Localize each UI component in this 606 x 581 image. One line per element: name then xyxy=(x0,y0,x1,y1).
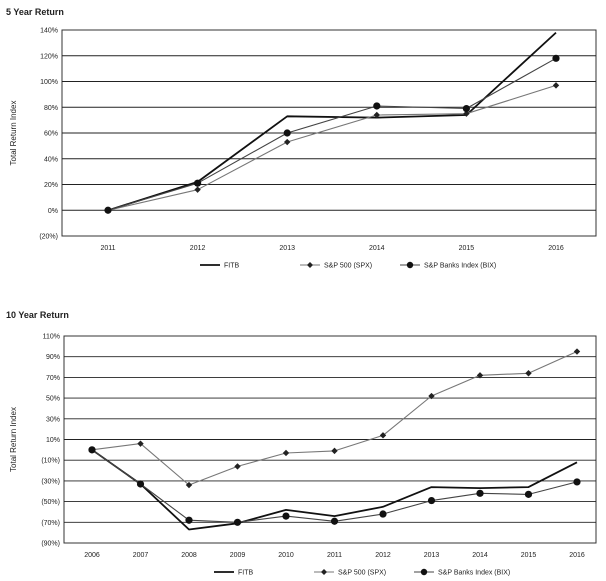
c2-y-axis-label: Total Return Index xyxy=(9,407,18,472)
c1-series-s-p-500-spx-point xyxy=(552,82,560,89)
c1-x-tick-label: 2015 xyxy=(459,245,475,252)
c1-title: 5 Year Return xyxy=(6,7,64,17)
c2-y-tick-label: (90%) xyxy=(41,541,60,548)
c2-series-s-p-banks-index-bix-line xyxy=(91,449,578,523)
c2-series-s-p-500-spx-point xyxy=(379,432,387,439)
c1-series-s-p-banks-index-bix-point xyxy=(194,179,202,187)
c1-x-tick-label: 2012 xyxy=(190,245,206,252)
c2-y-tick-label: (30%) xyxy=(41,478,60,485)
c2-series-s-p-500-spx-line xyxy=(91,350,578,486)
c1-x-tick-label: 2011 xyxy=(100,245,115,252)
c2-y-tick-label: (50%) xyxy=(41,499,60,506)
c1-x-tick-label: 2014 xyxy=(369,245,385,252)
c2-series-s-p-banks-index-bix-point xyxy=(88,446,96,454)
c2-series-s-p-500-spx-point xyxy=(282,449,290,457)
c2-series-s-p-banks-index-bix-point xyxy=(282,512,290,520)
c2-series-s-p-500-spx-point xyxy=(234,463,241,470)
c2-series-s-p-banks-index-bix-point xyxy=(476,489,484,497)
c1-legend-label: S&P 500 (SPX) xyxy=(324,263,372,270)
c1-legend-marker xyxy=(406,261,414,269)
c1-series-s-p-banks-index-bix-point xyxy=(104,206,112,214)
c1-y-tick-label: 100% xyxy=(40,79,58,86)
c1-y-tick-label: 20% xyxy=(44,182,58,189)
c2-series-s-p-banks-index-bix-point xyxy=(427,496,436,505)
c2-legend-label: S&P 500 (SPX) xyxy=(338,570,386,577)
c1-y-tick-label: 140% xyxy=(40,28,58,35)
c2-series-s-p-500-spx-point xyxy=(525,370,532,377)
c2-series-s-p-500-spx-point xyxy=(573,348,581,355)
c1-series-s-p-500-spx-point xyxy=(463,110,470,117)
c2-series-s-p-banks-index-bix-point xyxy=(185,516,193,524)
c1-series-s-p-banks-index-bix-point xyxy=(552,54,560,62)
c2-series-s-p-500-spx-point xyxy=(331,447,338,455)
c1-y-tick-label: (20%) xyxy=(39,234,58,241)
c2-x-tick-label: 2016 xyxy=(569,552,585,559)
c2-series-s-p-500-spx-point xyxy=(185,481,193,489)
chart-5-year-return: 5 Year Return (20%) 0% 20% 40% 60% 80% 100% 120%… xyxy=(6,7,597,270)
c2-y-tick-label: 90% xyxy=(46,354,60,361)
c2-legend-label: S&P Banks Index (BIX) xyxy=(438,570,510,577)
c2-series-fitb-line xyxy=(91,449,578,531)
c1-legend-marker xyxy=(307,262,313,268)
c1-y-tick-label: 60% xyxy=(44,131,58,138)
c1-series-fitb-line xyxy=(107,31,557,212)
c1-series-s-p-500-spx-point xyxy=(194,186,201,193)
c1-series-s-p-banks-index-bix-point xyxy=(462,104,470,113)
c2-x-tick-label: 2008 xyxy=(181,552,197,559)
c1-series-s-p-banks-index-bix-point xyxy=(283,129,291,137)
c2-series-s-p-banks-index-bix-point xyxy=(573,478,581,486)
c2-x-tick-label: 2011 xyxy=(327,552,342,559)
c1-y-tick-label: 120% xyxy=(40,53,58,60)
c2-y-tick-label: 110% xyxy=(43,334,60,341)
c1-y-axis-label: Total Return Index xyxy=(9,101,18,166)
c1-series-s-p-banks-index-bix-line xyxy=(107,57,557,211)
c1-y-tick-label: 40% xyxy=(44,156,58,163)
c1-x-tick-label: 2013 xyxy=(279,245,295,252)
c2-series-s-p-banks-index-bix-point xyxy=(524,490,533,498)
c2-x-tick-label: 2009 xyxy=(230,552,246,559)
c2-x-tick-label: 2010 xyxy=(278,552,294,559)
c2-y-tick-label: (70%) xyxy=(41,520,60,527)
c2-y-tick-label: 30% xyxy=(46,416,60,423)
chart-10-year-return: 10 Year Return (90%) (70%) (50%) (30%) (10%) 1… xyxy=(6,310,597,577)
c1-series-s-p-500-spx-point xyxy=(284,138,291,146)
c2-x-tick-label: 2014 xyxy=(472,552,488,559)
c1-series-s-p-500-spx-line xyxy=(107,84,557,211)
c1-legend-label: FITB xyxy=(224,263,239,270)
c2-series-s-p-500-spx-point xyxy=(137,440,144,447)
c2-legend-label: FITB xyxy=(238,570,253,577)
c2-x-tick-label: 2006 xyxy=(84,552,100,559)
c2-y-tick-label: 50% xyxy=(46,396,60,403)
c1-x-tick-label: 2016 xyxy=(548,245,564,252)
c2-legend-marker xyxy=(321,569,327,575)
c2-series-s-p-banks-index-bix-point xyxy=(233,518,242,526)
c1-legend-label: S&P Banks Index (BIX) xyxy=(424,263,496,270)
c1-series-s-p-500-spx-point xyxy=(373,111,380,119)
c2-x-tick-label: 2007 xyxy=(133,552,149,559)
c2-y-tick-label: 10% xyxy=(46,437,60,444)
c2-title: 10 Year Return xyxy=(6,310,69,320)
c1-y-tick-label: 80% xyxy=(44,105,58,112)
c2-y-tick-label: (10%) xyxy=(41,458,60,465)
c2-legend-marker xyxy=(420,568,428,576)
c2-series-s-p-500-spx-point xyxy=(428,392,435,400)
c2-series-s-p-banks-index-bix-point xyxy=(379,510,387,518)
c2-x-tick-label: 2015 xyxy=(521,552,537,559)
c2-series-s-p-banks-index-bix-point xyxy=(330,517,339,525)
c2-y-tick-label: 70% xyxy=(46,375,60,382)
c2-x-tick-label: 2012 xyxy=(375,552,391,559)
c2-x-tick-label: 2013 xyxy=(424,552,440,559)
c2-series-s-p-banks-index-bix-point xyxy=(136,480,145,488)
c1-y-tick-label: 0% xyxy=(48,208,58,215)
c2-series-s-p-500-spx-point xyxy=(476,372,484,379)
c1-series-s-p-banks-index-bix-point xyxy=(373,102,381,110)
